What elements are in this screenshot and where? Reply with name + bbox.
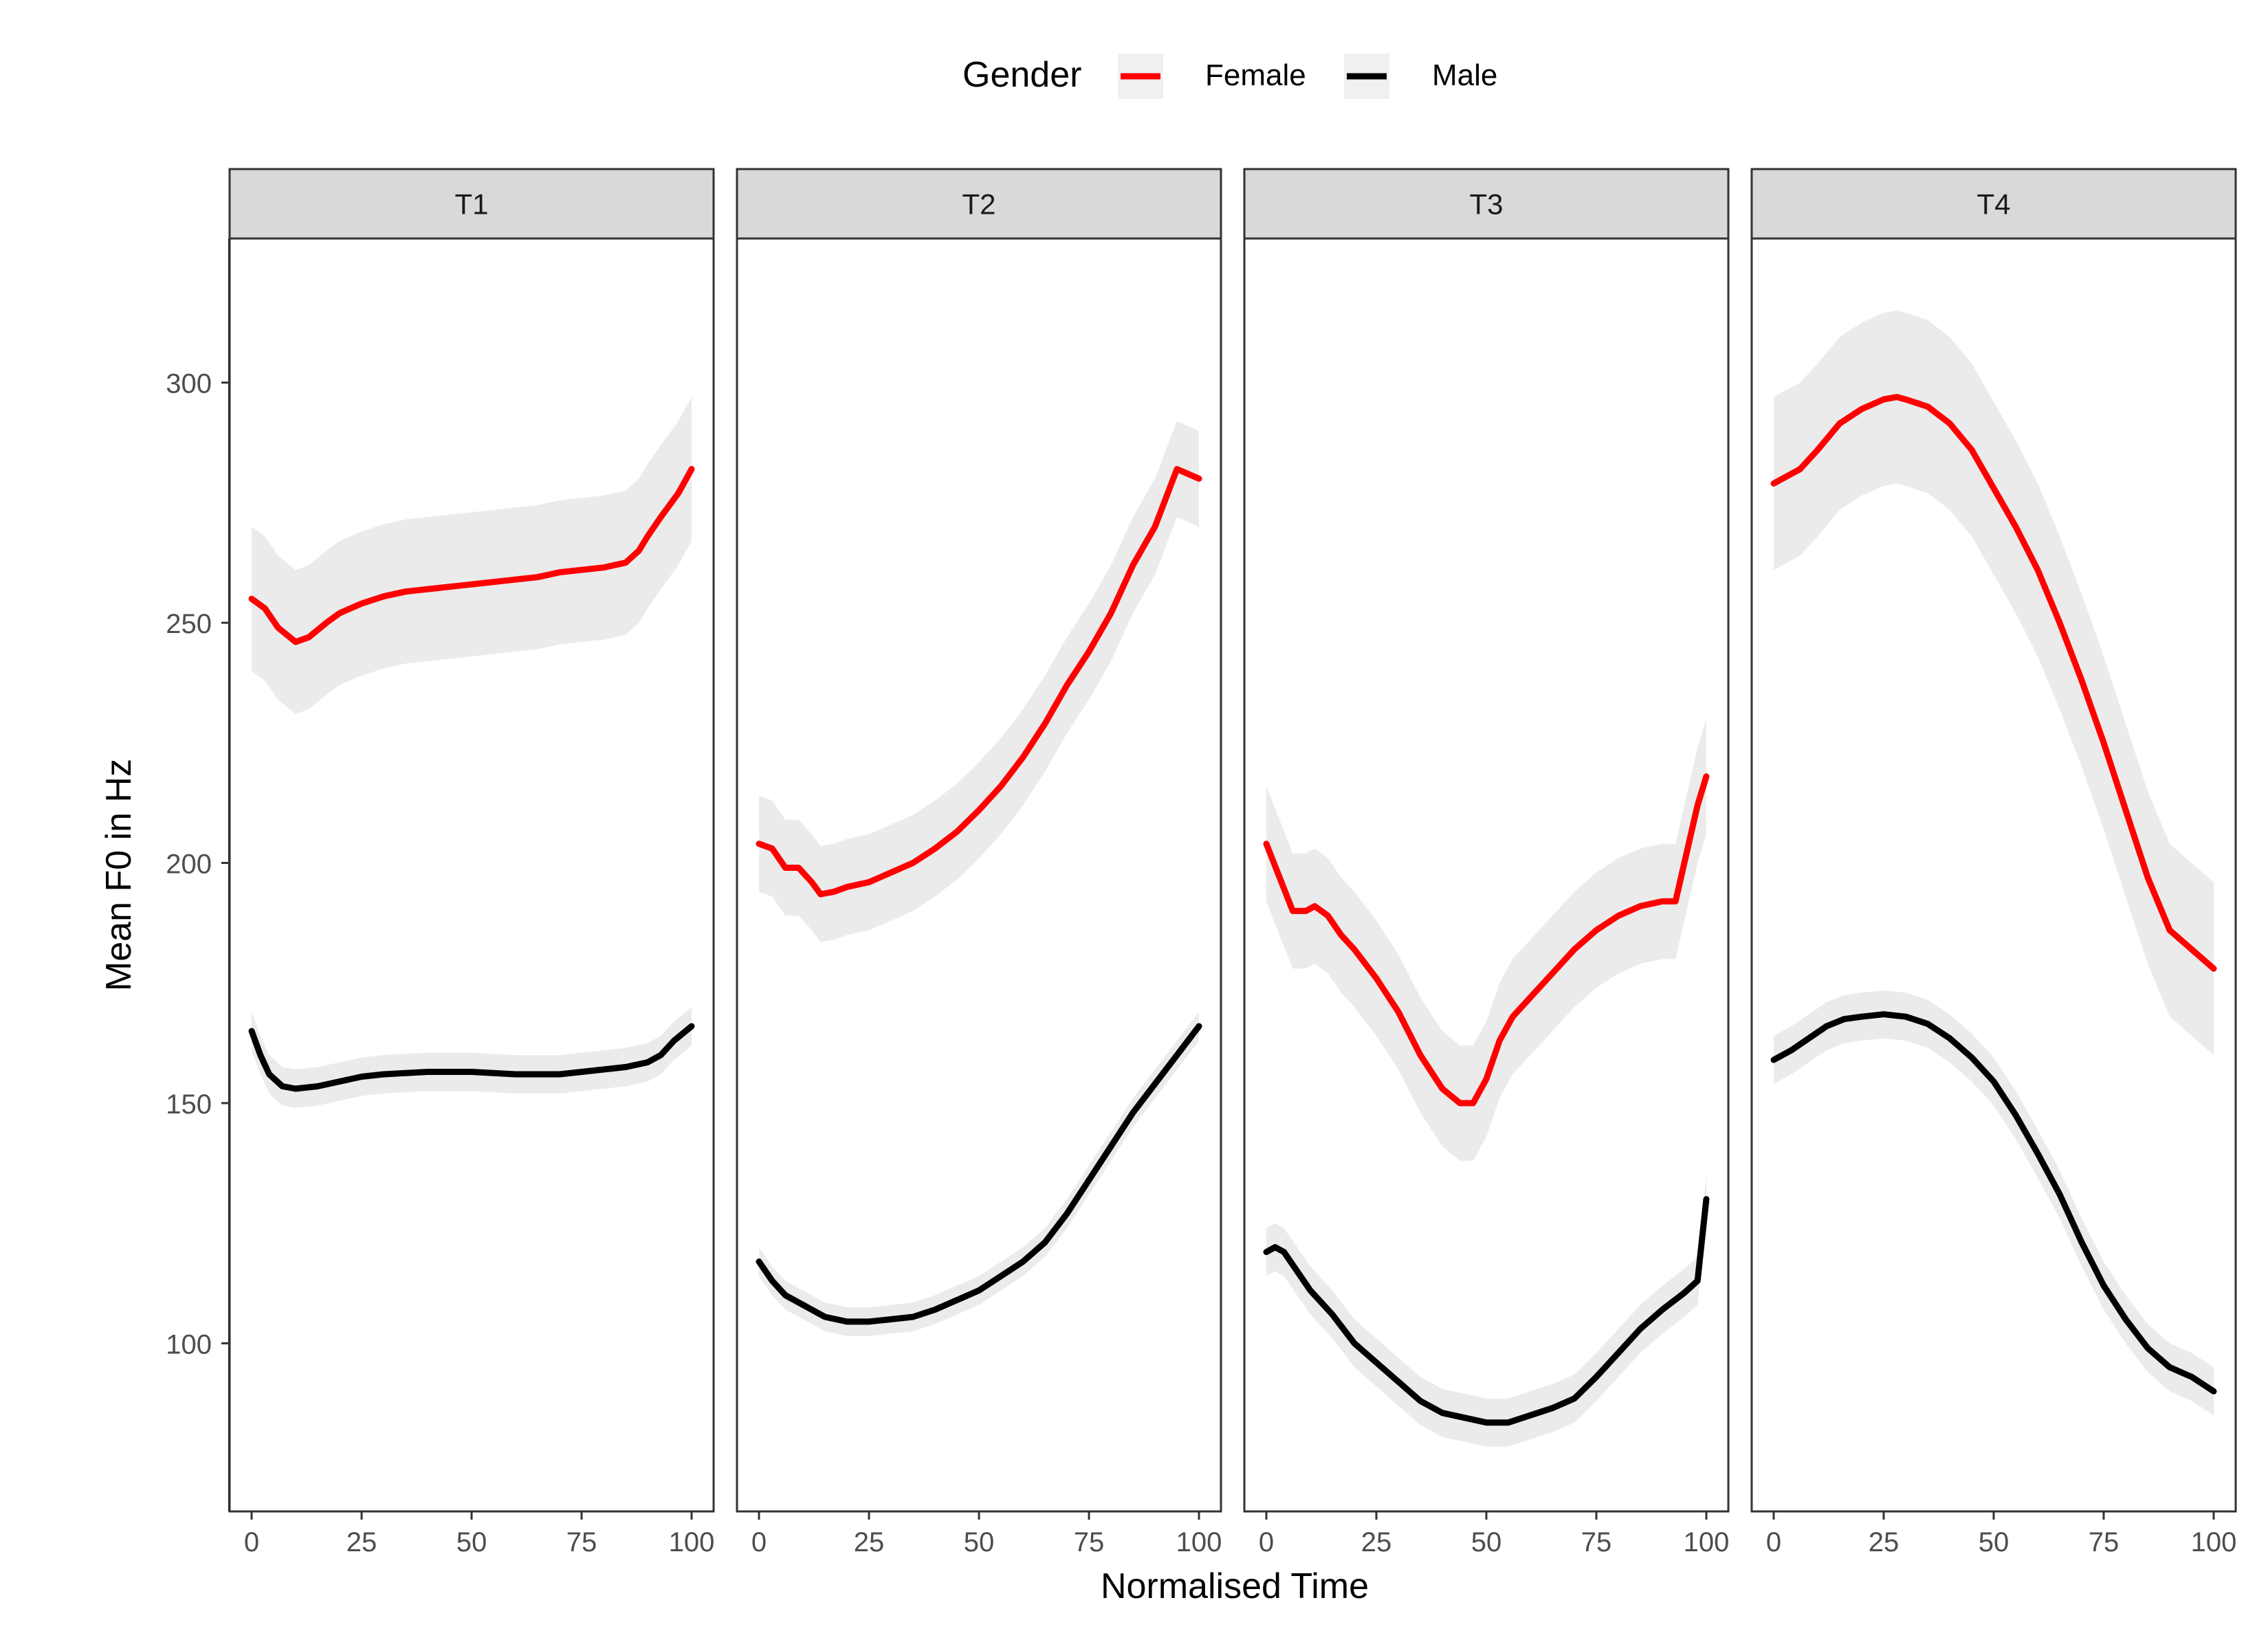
ribbon-male-t4 <box>1774 990 2214 1416</box>
x-tick-label-75: 75 <box>2089 1527 2120 1557</box>
y-tick-label-200: 200 <box>166 850 212 880</box>
x-tick-label-100: 100 <box>669 1527 715 1557</box>
panel-background <box>230 238 714 1511</box>
x-tick-label-75: 75 <box>1581 1527 1612 1557</box>
series-line-female-t4 <box>1770 394 2217 972</box>
facet-strip-label-t2: T2 <box>962 188 995 221</box>
x-tick-label-25: 25 <box>854 1527 885 1557</box>
panel-t4: T4 0 25 50 75 100 <box>1750 168 2237 1557</box>
series-line-male-t1 <box>248 1023 695 1092</box>
legend-title: Gender <box>962 55 1081 95</box>
facet-strip-label-t4: T4 <box>1977 188 2010 221</box>
x-tick-label-100: 100 <box>1684 1527 1730 1557</box>
facet-strip-label-t1: T1 <box>454 188 488 221</box>
y-tick-label-300: 300 <box>166 369 212 399</box>
ribbon-female-t2 <box>759 421 1199 942</box>
x-tick-label-25: 25 <box>346 1527 377 1557</box>
y-axis-title: Mean F0 in Hz <box>99 759 139 991</box>
x-tick-label-75: 75 <box>566 1527 597 1557</box>
y-tick-label-100: 100 <box>166 1329 212 1360</box>
series-line-female-t2 <box>756 466 1202 898</box>
y-tick-label-250: 250 <box>166 609 212 639</box>
series-line-female-t3 <box>1263 773 1710 1107</box>
series-line-male-t4 <box>1770 1011 2217 1395</box>
x-tick-label-75: 75 <box>1074 1527 1105 1557</box>
facet-strip-t2 <box>736 168 1222 240</box>
series-line-male-t2 <box>756 1023 1202 1325</box>
legend: Gender Female Male <box>962 54 1497 99</box>
ribbon-female-t1 <box>252 397 692 714</box>
y-axis: 100 150 200 250 300 <box>166 238 231 1511</box>
series-line-male-t3 <box>1263 1196 1710 1426</box>
x-tick-label-50: 50 <box>456 1527 487 1557</box>
ribbon-female-t4 <box>1774 310 2214 1056</box>
x-tick-label-100: 100 <box>2191 1527 2237 1557</box>
x-tick-label-100: 100 <box>1176 1527 1222 1557</box>
x-tick-label-0: 0 <box>1766 1527 1781 1557</box>
x-axis-title: Normalised Time <box>1101 1566 1369 1606</box>
panel-t3: T3 0 25 50 75 100 <box>1243 168 1730 1557</box>
x-tick-label-50: 50 <box>964 1527 995 1557</box>
panel-t2: T2 0 25 50 75 100 <box>736 168 1222 1557</box>
facet-panels: T1 0 25 50 75 100 T2 0 25 50 75 100 T3 0 25 50 75 100 T4 0 2… <box>228 168 2237 1557</box>
facet-strip-t4 <box>1750 168 2237 240</box>
x-tick-label-25: 25 <box>1361 1527 1392 1557</box>
facet-strip-t1 <box>228 168 715 240</box>
legend-label-female: Female <box>1205 58 1306 92</box>
x-tick-label-50: 50 <box>1471 1527 1502 1557</box>
series-line-female-t1 <box>248 466 695 645</box>
x-tick-label-0: 0 <box>1259 1527 1274 1557</box>
facet-strip-t3 <box>1243 168 1730 240</box>
x-tick-label-0: 0 <box>244 1527 259 1557</box>
x-tick-label-0: 0 <box>751 1527 767 1557</box>
y-tick-label-150: 150 <box>166 1089 212 1120</box>
x-tick-label-25: 25 <box>1869 1527 1900 1557</box>
panel-t1: T1 0 25 50 75 100 <box>228 168 715 1557</box>
x-tick-label-50: 50 <box>1979 1527 2010 1557</box>
legend-label-male: Male <box>1432 58 1497 92</box>
ribbon-male-t1 <box>252 1007 692 1108</box>
facet-strip-label-t3: T3 <box>1469 188 1503 221</box>
